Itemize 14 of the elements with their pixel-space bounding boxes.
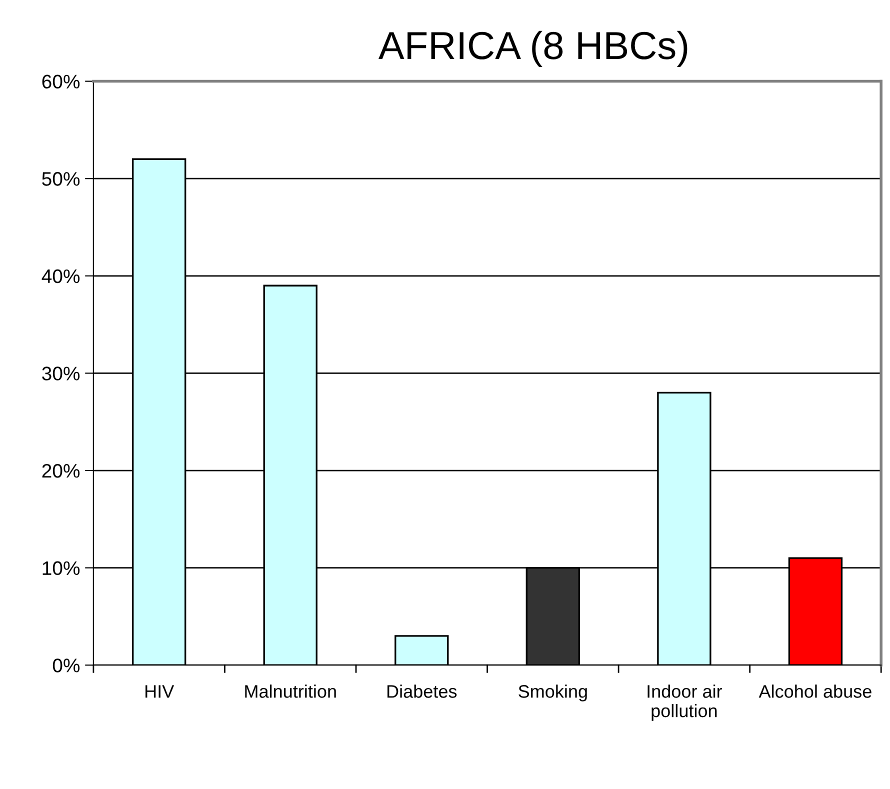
x-tick-label: Diabetes — [387, 684, 457, 698]
y-tick-label: 0% — [52, 658, 80, 672]
y-tick-label: 50% — [42, 172, 80, 186]
y-tick-label: 40% — [42, 269, 80, 284]
y-tick-label: 30% — [42, 366, 80, 380]
x-tick-label: HIV — [146, 685, 174, 698]
chart-title: AFRICA (8 HBCs) — [378, 30, 688, 68]
x-tick-label: Indoor air pollution — [648, 684, 722, 721]
y-tick-label: 60% — [42, 74, 80, 89]
x-tick-label: Malnutrition — [245, 684, 336, 698]
y-tick-label: 10% — [42, 561, 80, 576]
x-tick-label: Alcohol abuse — [758, 684, 872, 698]
x-tick-label: Smoking — [518, 684, 587, 702]
y-tick-label: 20% — [42, 464, 80, 478]
